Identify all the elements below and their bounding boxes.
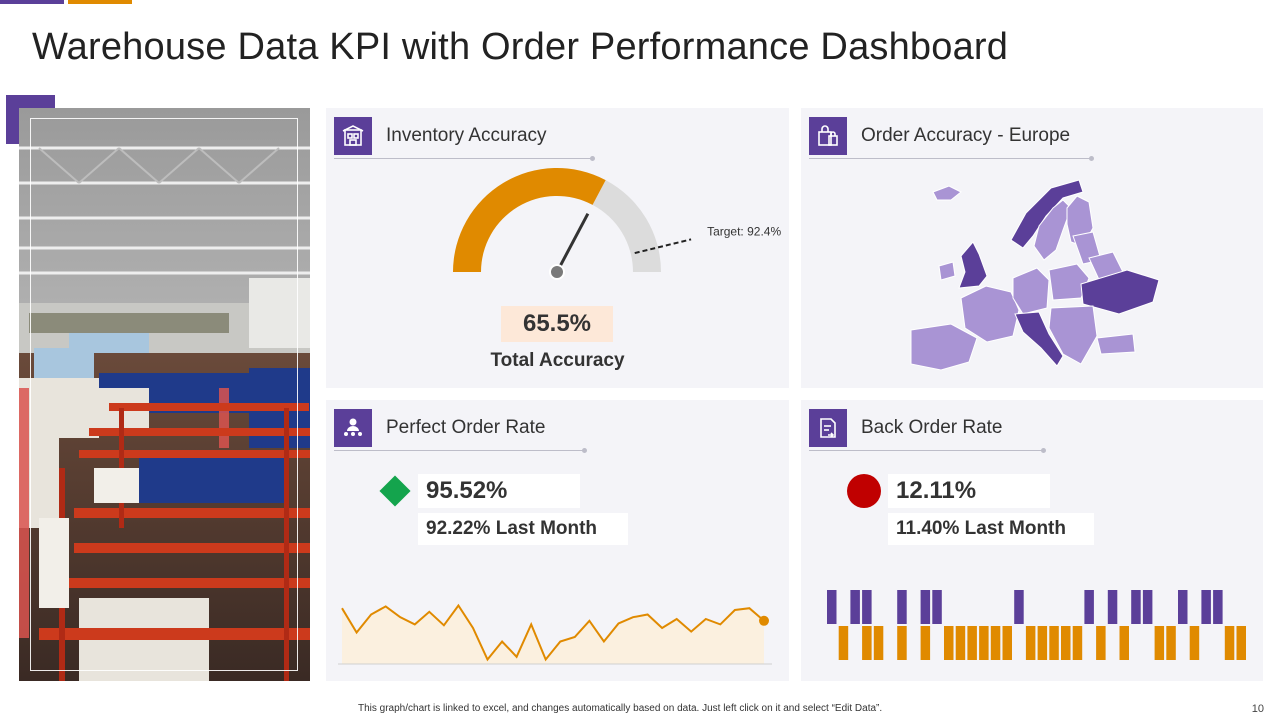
back-order-value: 12.11% [888, 474, 1050, 508]
map-region-spain [910, 323, 978, 371]
map-region-iceland [932, 185, 962, 201]
inventory-building-icon [334, 117, 372, 155]
back-order-bar-down [1061, 626, 1071, 660]
back-order-bar-down [1119, 626, 1129, 660]
back-order-bar-down [1166, 626, 1176, 660]
page-number: 10 [1251, 703, 1264, 715]
header-divider [334, 448, 587, 453]
back-order-bar-up [1084, 590, 1094, 624]
back-order-bar-down [1096, 626, 1106, 660]
back-order-bar-down [1236, 626, 1246, 660]
europe-map [910, 179, 1160, 371]
back-order-bar-up [1213, 590, 1223, 624]
back-order-rate-title: Back Order Rate [861, 417, 1003, 438]
back-order-bar-down [955, 626, 966, 660]
map-region-germany [1012, 267, 1050, 315]
header-divider [809, 156, 1094, 161]
back-order-bar-up [850, 590, 860, 624]
trend-line [341, 603, 765, 662]
inventory-accuracy-panel: Inventory Accuracy Target: 92.4% 65.5% T… [326, 108, 789, 388]
back-order-bar-up [1142, 590, 1153, 624]
back-order-bar-down [838, 626, 849, 660]
perfect-order-last-month: 92.22% Last Month [418, 513, 628, 545]
back-order-bar-up [1131, 590, 1141, 624]
back-order-rate-panel: Back Order Rate 12.11% 11.40% Last Month [801, 400, 1263, 681]
gauge-target-label: Target: 92.4% [707, 224, 781, 238]
back-order-bar-down [1049, 626, 1059, 660]
back-order-bar-up [932, 590, 942, 624]
back-order-bar-down [1072, 626, 1083, 660]
back-order-bar-up [1201, 590, 1211, 624]
map-region-ireland [938, 261, 956, 281]
back-order-bar-down [1189, 626, 1200, 660]
map-region-ukraine [1080, 269, 1160, 315]
photo-frame [30, 118, 298, 671]
back-order-bar-down [1224, 626, 1235, 660]
back-order-bar-down [990, 626, 1001, 660]
total-accuracy-value: 65.5% [501, 306, 613, 342]
back-order-bar-down [897, 626, 907, 660]
trend-area [342, 605, 764, 664]
perfect-order-rate-panel: Perfect Order Rate 95.52% 92.22% Last Mo… [326, 400, 789, 681]
total-accuracy-caption: Total Accuracy [490, 350, 625, 371]
document-return-icon [809, 409, 847, 447]
gauge-remaining-arc [592, 180, 661, 272]
map-region-norway [1010, 179, 1084, 249]
back-order-bar-up [1107, 590, 1118, 624]
warehouse-photo [19, 108, 310, 681]
back-order-bar-up [897, 590, 907, 624]
trend-end-point [759, 615, 769, 626]
back-order-bar-up [862, 590, 872, 624]
map-region-uk [958, 241, 988, 289]
accuracy-gauge: Target: 92.4% [453, 168, 781, 280]
back-order-bar-down [1002, 626, 1012, 660]
map-region-balkans [1048, 305, 1098, 365]
back-order-bar-down [979, 626, 989, 660]
gauge-hub [549, 264, 565, 280]
slide-title: Warehouse Data KPI with Order Performanc… [32, 26, 1009, 68]
back-order-bar-down [862, 626, 872, 660]
back-order-bar-up [1014, 590, 1024, 624]
green-diamond-indicator [379, 475, 411, 507]
back-order-bar-down [1154, 626, 1165, 660]
top-accent-orange [68, 0, 132, 4]
order-accuracy-europe-panel: Order Accuracy - Europe [801, 108, 1263, 388]
back-order-bar-up [920, 590, 931, 624]
back-order-bar-up [827, 590, 837, 624]
back-order-bar-up [1178, 590, 1188, 624]
team-icon [334, 409, 372, 447]
perfect-order-rate-title: Perfect Order Rate [386, 417, 546, 438]
perfect-order-value: 95.52% [418, 474, 580, 508]
gauge-needle [555, 212, 590, 273]
map-region-france [960, 285, 1020, 343]
back-order-bar-down [920, 626, 931, 660]
perfect-order-trend-chart [338, 603, 772, 665]
header-divider [334, 156, 595, 161]
map-region-turkey [1096, 333, 1136, 355]
gauge-target-marker [634, 238, 692, 255]
top-accent-purple [0, 0, 64, 4]
gauge-value-arc [453, 168, 606, 272]
back-order-bar-down [873, 626, 884, 660]
footer-note: This graph/chart is linked to excel, and… [358, 703, 883, 714]
back-order-bar-down [1025, 626, 1036, 660]
order-accuracy-europe-title: Order Accuracy - Europe [861, 125, 1071, 146]
back-order-last-month: 11.40% Last Month [888, 513, 1094, 545]
back-order-bar-down [1037, 626, 1048, 660]
map-region-italy [1014, 311, 1064, 367]
back-order-bar-down [967, 626, 977, 660]
red-circle-indicator [847, 474, 881, 508]
back-order-bar-down [944, 626, 954, 660]
back-order-bar-chart [827, 590, 1246, 660]
shopping-bag-icon [809, 117, 847, 155]
header-divider [809, 448, 1046, 453]
inventory-accuracy-title: Inventory Accuracy [386, 125, 547, 146]
